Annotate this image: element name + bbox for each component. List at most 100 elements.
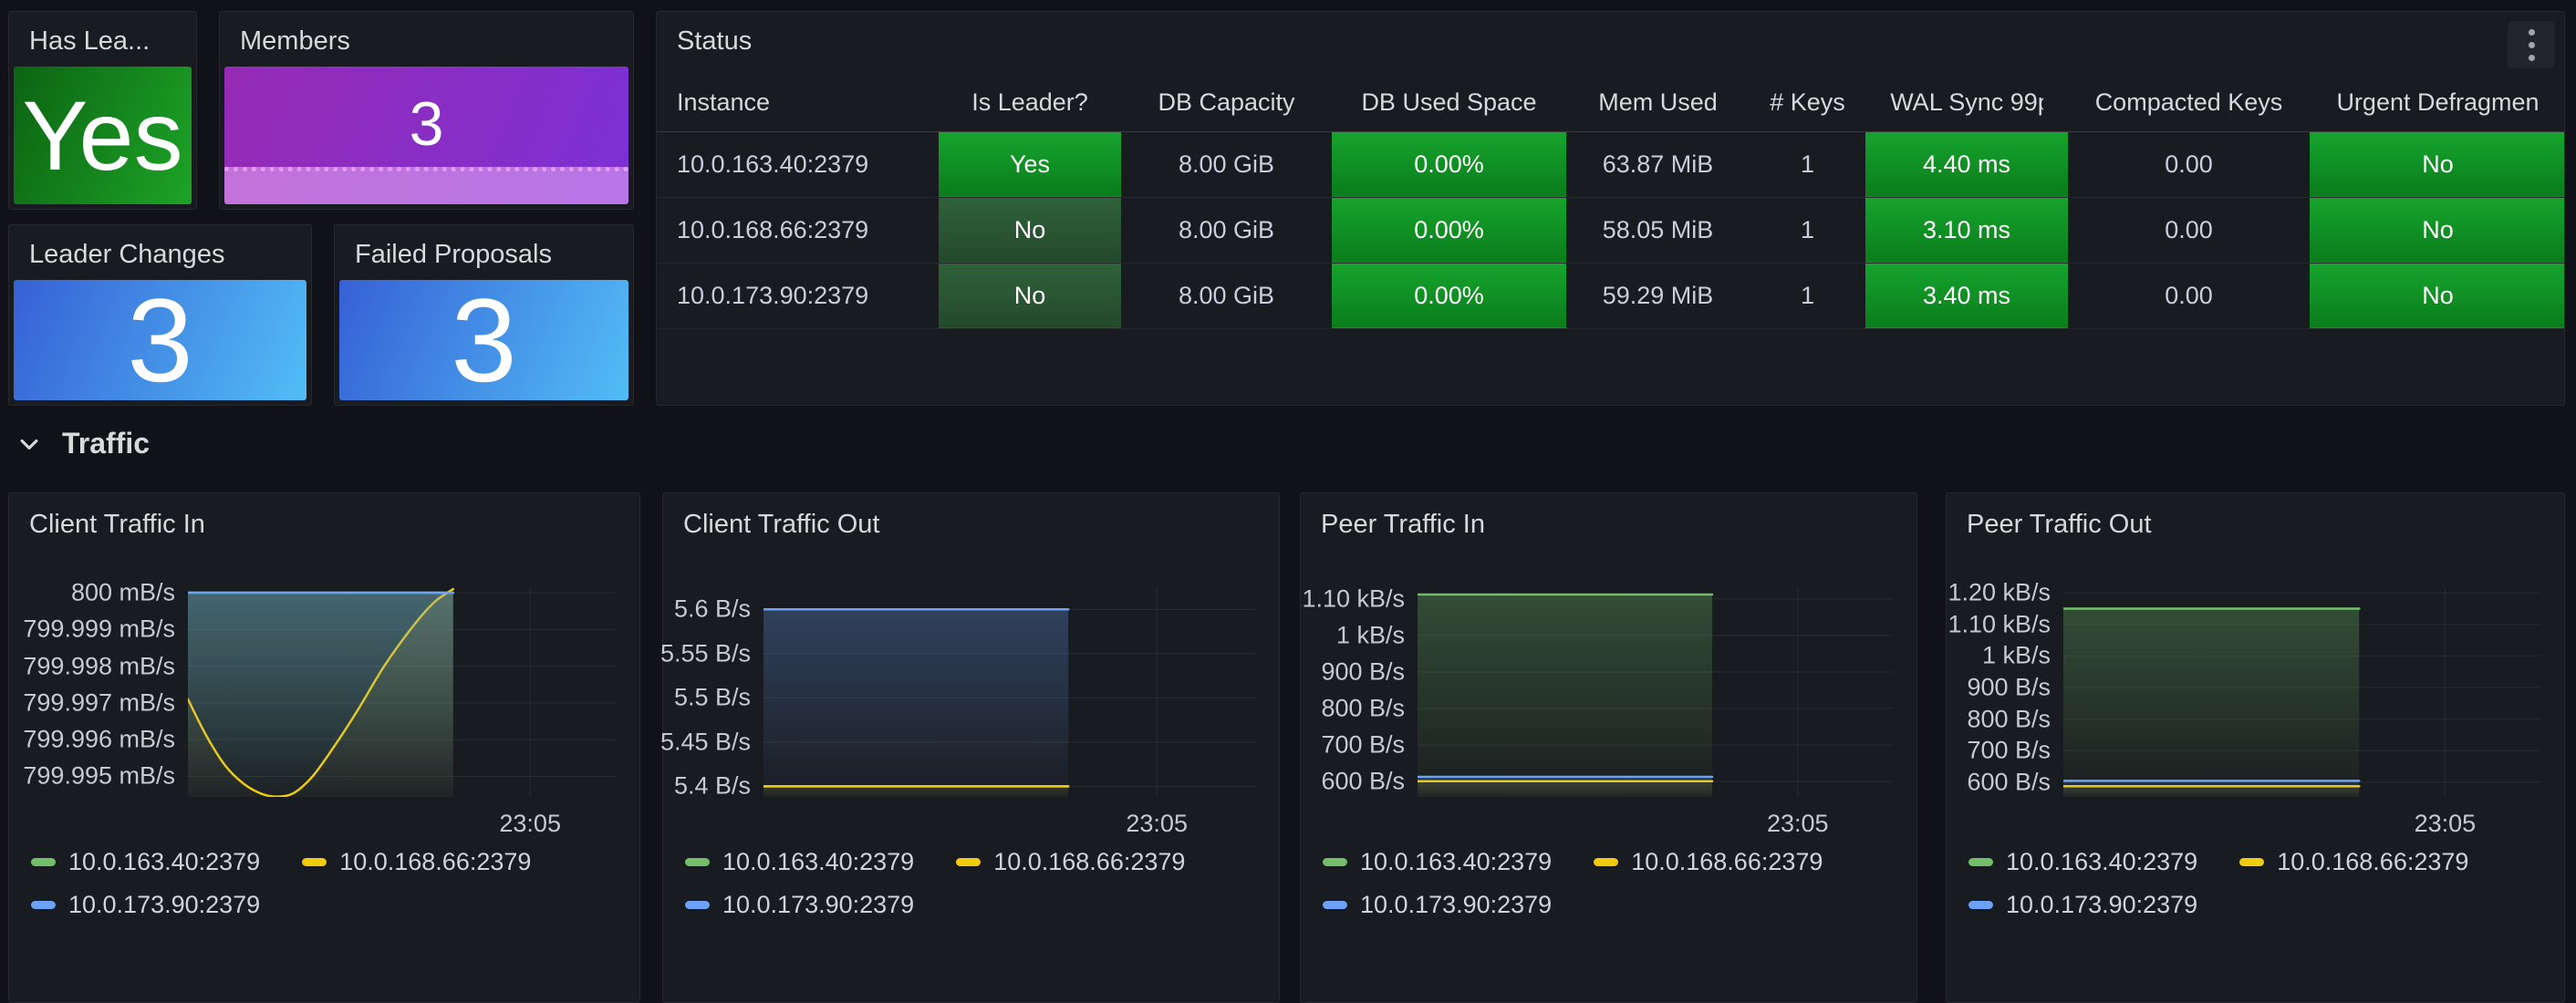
table-row: 10.0.163.40:2379 Yes 8.00 GiB 0.00% 63.87 Mi… bbox=[657, 131, 2564, 198]
stat-background: 3 bbox=[14, 280, 306, 400]
legend-color-pill bbox=[685, 858, 710, 866]
y-tick-label: 5.45 B/s bbox=[660, 728, 751, 756]
column-header-urgent_defragmented[interactable]: Urgent Defragmen bbox=[2310, 75, 2564, 132]
stat-sparkline bbox=[224, 167, 628, 204]
y-tick-label: 900 B/s bbox=[1967, 673, 2051, 701]
table-cell-db_capacity: 8.00 GiB bbox=[1121, 263, 1332, 329]
legend-label: 10.0.163.40:2379 bbox=[1360, 848, 1553, 875]
legend-label: 10.0.168.66:2379 bbox=[2277, 848, 2469, 875]
stat-value-members: 3 bbox=[409, 88, 444, 159]
table-cell-db_capacity: 8.00 GiB bbox=[1121, 197, 1332, 264]
chart-legend: 10.0.163.40:2379 10.0.168.66:2379 10.0.173… bbox=[1301, 848, 1916, 919]
legend-color-pill bbox=[302, 858, 327, 866]
legend-label: 10.0.173.90:2379 bbox=[1360, 891, 1553, 918]
kebab-menu-icon bbox=[2528, 41, 2535, 48]
legend-color-pill bbox=[31, 858, 56, 866]
y-tick-label: 700 B/s bbox=[1321, 730, 1405, 759]
table-cell-db_capacity: 8.00 GiB bbox=[1121, 131, 1332, 198]
x-axis: 23:05 bbox=[763, 797, 1255, 839]
table-cell-mem_used: 59.29 MiB bbox=[1566, 263, 1750, 329]
section-header-traffic[interactable]: Traffic bbox=[16, 427, 150, 460]
legend-item[interactable]: 10.0.168.66:2379 bbox=[302, 848, 531, 876]
series-fill bbox=[1418, 776, 1713, 797]
table-cell-compacted_keys: 0.00 bbox=[2068, 131, 2310, 198]
legend-label: 10.0.173.90:2379 bbox=[2006, 891, 2198, 918]
series-fill bbox=[1418, 595, 1713, 797]
stat-background: 3 bbox=[339, 280, 628, 400]
legend-color-pill bbox=[1323, 901, 1347, 909]
legend-label: 10.0.163.40:2379 bbox=[68, 848, 261, 875]
table-cell-db_used_space: 0.00% bbox=[1332, 197, 1566, 264]
panel-title-status[interactable]: Status bbox=[677, 26, 753, 56]
legend-color-pill bbox=[1968, 858, 1993, 866]
legend-color-pill bbox=[1968, 901, 1993, 909]
panel-title-failed-proposals[interactable]: Failed Proposals bbox=[355, 240, 552, 269]
column-header-db_used_space[interactable]: DB Used Space bbox=[1332, 75, 1566, 132]
panel-title-client-traffic-in[interactable]: Client Traffic In bbox=[29, 510, 205, 539]
table-row: 10.0.168.66:2379 No 8.00 GiB 0.00% 58.05 MiB… bbox=[657, 197, 2564, 264]
legend-item[interactable]: 10.0.168.66:2379 bbox=[956, 848, 1185, 876]
y-tick-label: 900 B/s bbox=[1321, 657, 1405, 686]
panel-title-client-traffic-out[interactable]: Client Traffic Out bbox=[683, 510, 880, 539]
table-cell-compacted_keys: 0.00 bbox=[2068, 263, 2310, 329]
legend-item[interactable]: 10.0.173.90:2379 bbox=[1968, 891, 2197, 919]
chart-plot[interactable] bbox=[1418, 587, 1893, 797]
panel-title-members[interactable]: Members bbox=[240, 26, 350, 56]
legend-label: 10.0.168.66:2379 bbox=[339, 848, 532, 875]
stat-value-leader-changes: 3 bbox=[127, 280, 193, 400]
chart-plot[interactable] bbox=[2063, 587, 2540, 797]
legend-color-pill bbox=[31, 901, 56, 909]
table-row: 10.0.173.90:2379 No 8.00 GiB 0.00% 59.29 MiB… bbox=[657, 263, 2564, 329]
series-fill bbox=[188, 593, 453, 797]
column-header-mem_used[interactable]: Mem Used bbox=[1566, 75, 1750, 132]
legend-item[interactable]: 10.0.163.40:2379 bbox=[1323, 848, 1552, 876]
legend-item[interactable]: 10.0.163.40:2379 bbox=[685, 848, 914, 876]
y-tick-label: 799.997 mB/s bbox=[23, 688, 175, 717]
y-tick-label: 800 B/s bbox=[1967, 705, 2051, 733]
legend-color-pill bbox=[685, 901, 710, 909]
y-tick-label: 1.20 kB/s bbox=[1948, 578, 2051, 606]
legend-label: 10.0.163.40:2379 bbox=[2006, 848, 2198, 875]
legend-color-pill bbox=[1594, 858, 1619, 866]
column-header-wal_sync[interactable]: WAL Sync 99p bbox=[1865, 75, 2068, 132]
panel-title-leader-changes[interactable]: Leader Changes bbox=[29, 240, 225, 269]
legend-label: 10.0.168.66:2379 bbox=[1631, 848, 1823, 875]
y-tick-label: 600 B/s bbox=[1967, 768, 2051, 796]
y-tick-label: 800 mB/s bbox=[70, 578, 175, 606]
column-header-instance[interactable]: Instance bbox=[657, 75, 939, 132]
table-cell-urgent_defragmented: No bbox=[2310, 263, 2564, 329]
y-axis: 1.20 kB/s 1.10 kB/s 1 kB/s 900 B/s 800 B/s 70… bbox=[1947, 579, 2063, 797]
legend-label: 10.0.163.40:2379 bbox=[722, 848, 915, 875]
column-header-db_capacity[interactable]: DB Capacity bbox=[1121, 75, 1332, 132]
table-cell-wal_sync: 3.10 ms bbox=[1865, 197, 2068, 264]
legend-item[interactable]: 10.0.173.90:2379 bbox=[31, 891, 260, 919]
clipped-text: p bbox=[2038, 88, 2043, 117]
legend-item[interactable]: 10.0.168.66:2379 bbox=[1594, 848, 1823, 876]
table-cell-keys: 1 bbox=[1750, 263, 1865, 329]
legend-item[interactable]: 10.0.163.40:2379 bbox=[31, 848, 260, 876]
column-header-keys[interactable]: # Keys bbox=[1750, 75, 1865, 132]
legend-item[interactable]: 10.0.163.40:2379 bbox=[1968, 848, 2197, 876]
legend-color-pill bbox=[956, 858, 982, 866]
panel-menu-button[interactable] bbox=[2508, 21, 2555, 68]
y-tick-label: 799.999 mB/s bbox=[23, 615, 175, 643]
x-tick-label: 23:05 bbox=[499, 810, 561, 837]
chart-plot[interactable] bbox=[763, 587, 1255, 797]
panel-title-peer-traffic-in[interactable]: Peer Traffic In bbox=[1321, 510, 1485, 539]
panel-title-has-leader[interactable]: Has Lea... bbox=[29, 26, 151, 56]
table-cell-db_used_space: 0.00% bbox=[1332, 263, 1566, 329]
chart-legend: 10.0.163.40:2379 10.0.168.66:2379 10.0.173… bbox=[663, 848, 1279, 919]
chart-legend: 10.0.163.40:2379 10.0.168.66:2379 10.0.173… bbox=[9, 848, 639, 919]
column-header-compacted_keys[interactable]: Compacted Keys bbox=[2068, 75, 2310, 132]
chart-plot[interactable] bbox=[188, 587, 616, 797]
y-tick-label: 5.55 B/s bbox=[660, 639, 751, 667]
legend-item[interactable]: 10.0.173.90:2379 bbox=[1323, 891, 1552, 919]
legend-item[interactable]: 10.0.173.90:2379 bbox=[685, 891, 914, 919]
stat-background: 3 bbox=[224, 67, 628, 204]
panel-title-peer-traffic-out[interactable]: Peer Traffic Out bbox=[1967, 510, 2152, 539]
panel-client-traffic-out: Client Traffic Out 5.6 B/s 5.55 B/s 5.5 B/… bbox=[660, 492, 1280, 1003]
stat-value-has-leader: Yes bbox=[22, 79, 183, 191]
column-header-is_leader[interactable]: Is Leader? bbox=[939, 75, 1121, 132]
legend-item[interactable]: 10.0.168.66:2379 bbox=[2239, 848, 2468, 876]
table-cell-urgent_defragmented: No bbox=[2310, 197, 2564, 264]
